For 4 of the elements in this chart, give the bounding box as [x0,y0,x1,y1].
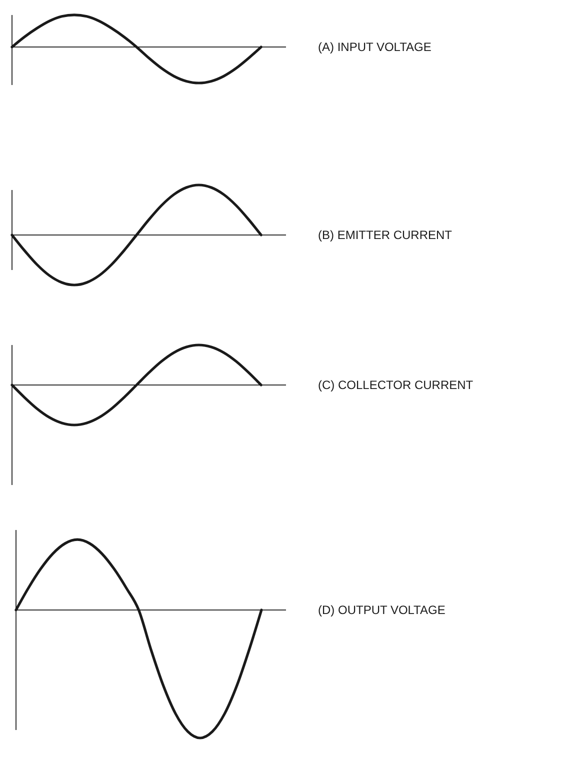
text: (A) INPUT VOLTAGE [318,40,432,54]
text: (D) OUTPUT VOLTAGE [318,603,446,618]
text: (B) EMITTER CURRENT [318,228,453,242]
text: (C) COLLECTOR CURRENT [318,378,474,392]
